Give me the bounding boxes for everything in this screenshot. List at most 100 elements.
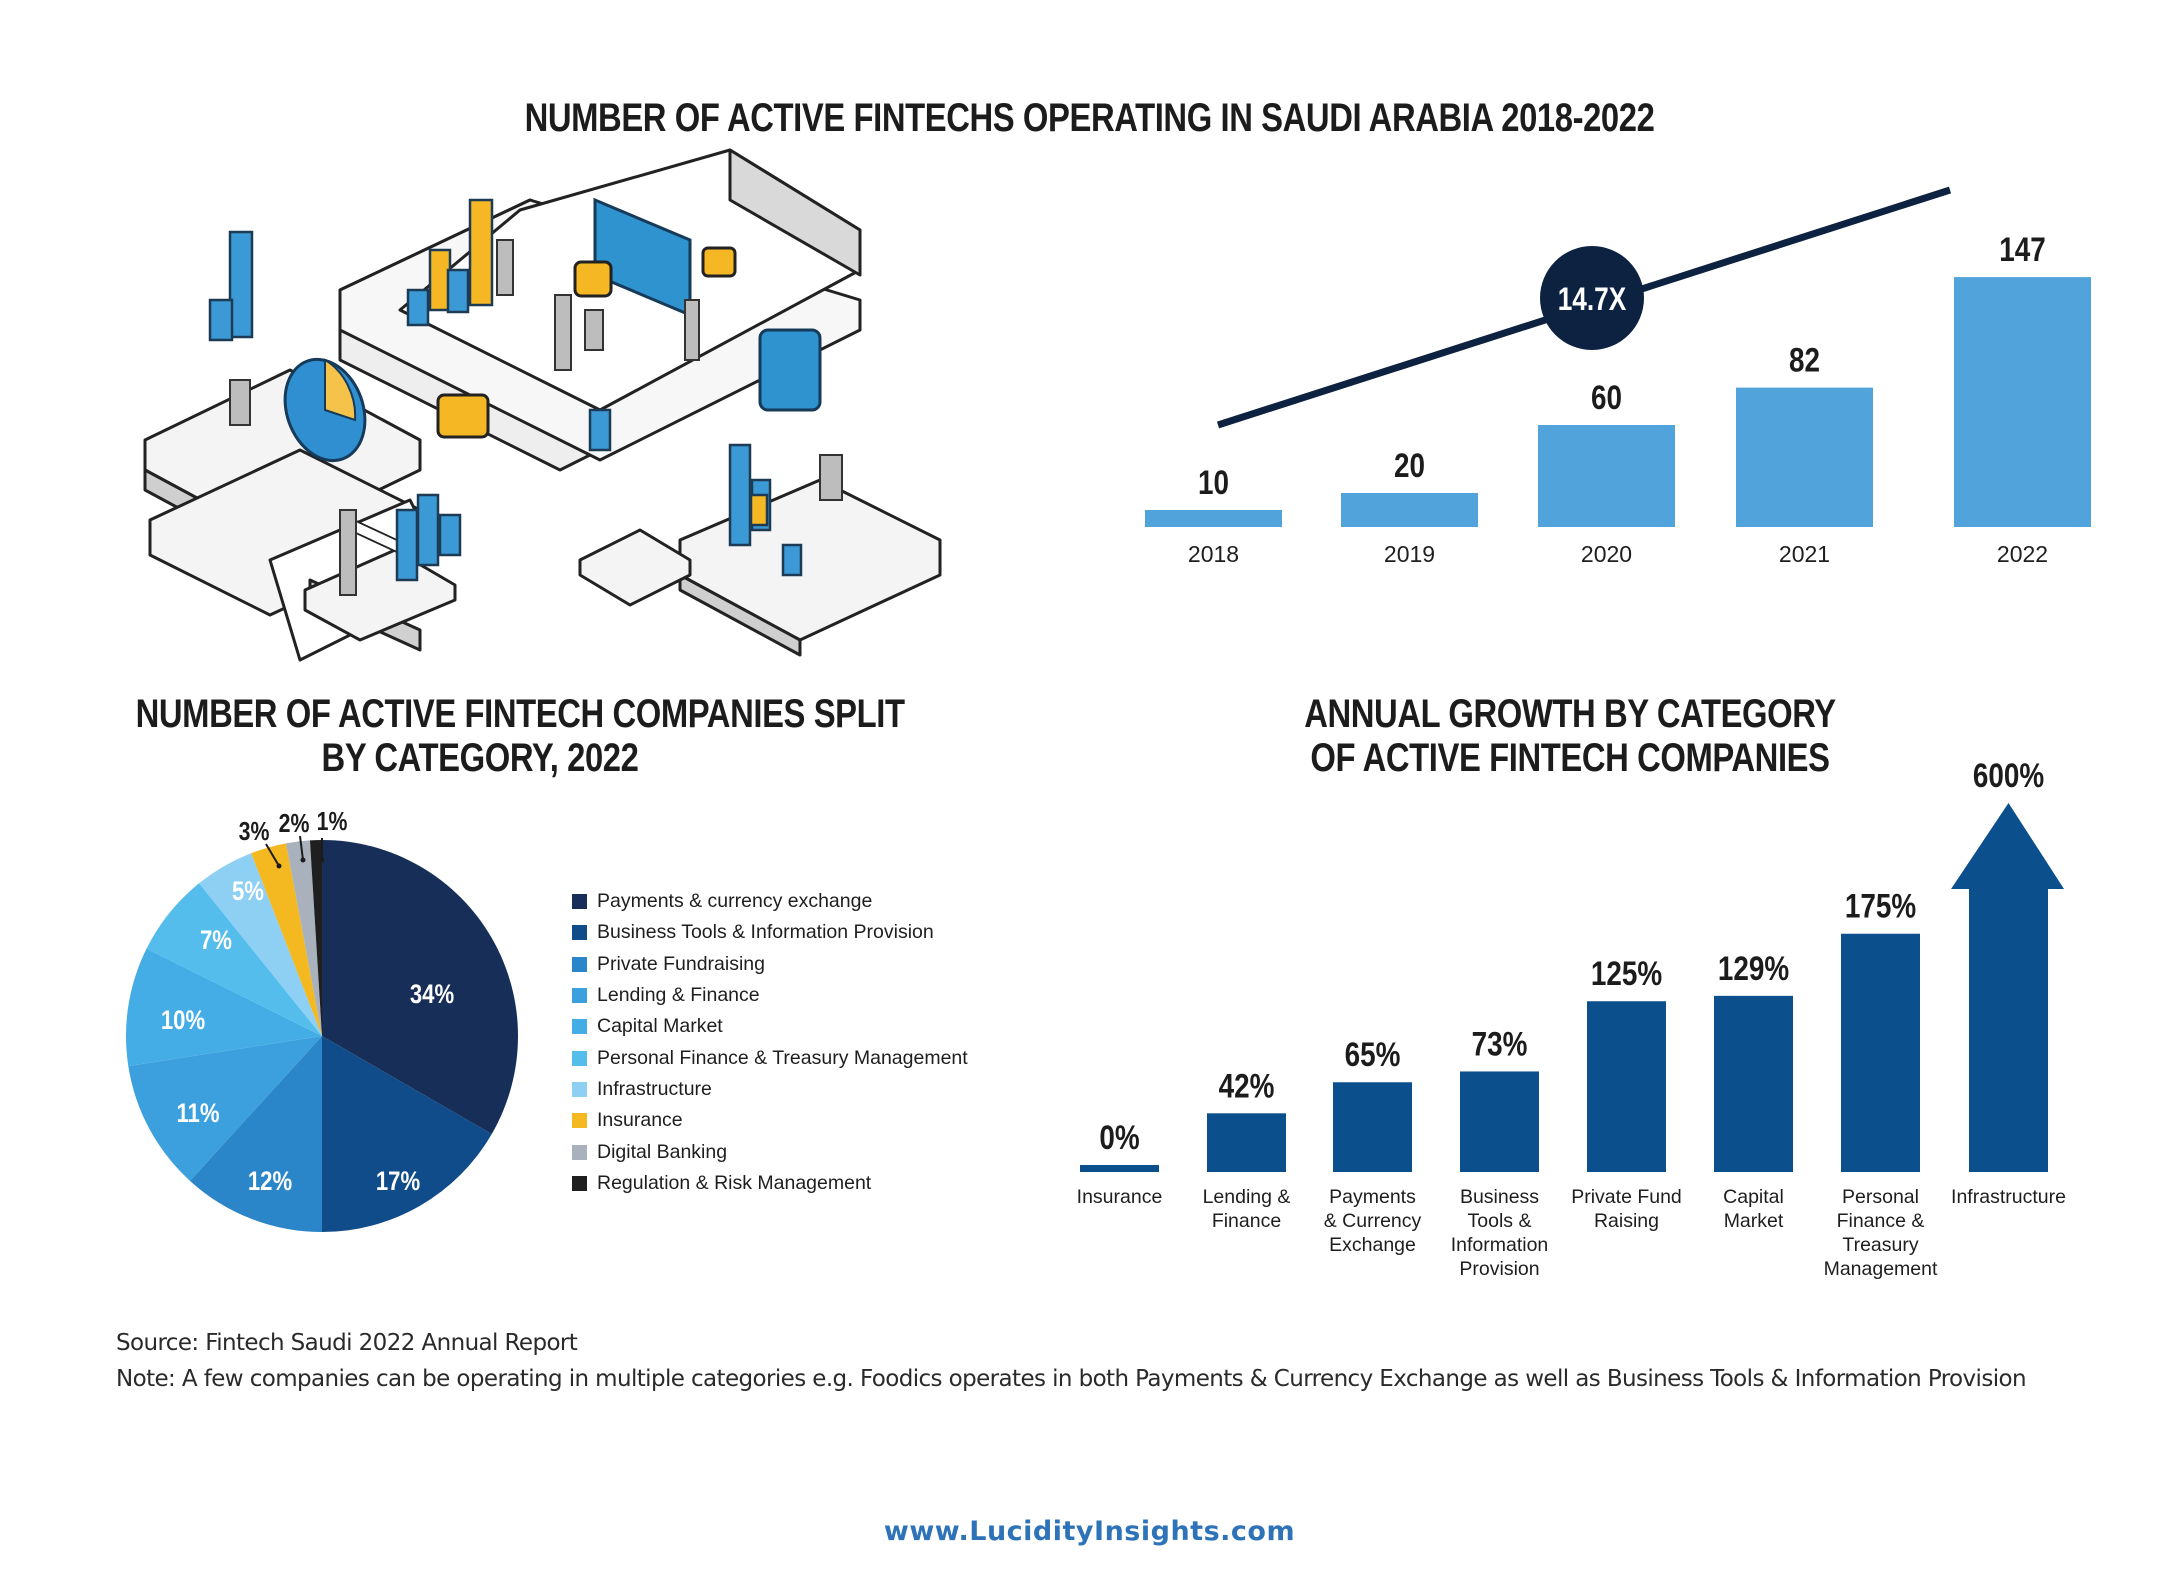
- growth-bar: [1080, 1165, 1159, 1172]
- growth-category-label: Lending &: [1203, 1186, 1291, 1208]
- legend-item: Digital Banking: [572, 1136, 968, 1167]
- growth-title-line2: OF ACTIVE FINTECH COMPANIES: [1310, 736, 1830, 780]
- pie-slice-label: 34%: [410, 980, 454, 1010]
- bar-value-label: 82: [1789, 341, 1820, 379]
- growth-category-label: Capital: [1723, 1186, 1784, 1208]
- pie-chart-title: NUMBER OF ACTIVE FINTECH COMPANIES SPLIT…: [135, 692, 905, 780]
- legend-swatch: [572, 956, 587, 972]
- legend-label: Payments & currency exchange: [597, 890, 873, 913]
- growth-value-label: 129%: [1718, 949, 1789, 987]
- bar-value-label: 147: [1999, 230, 2046, 268]
- pie-slice-label: 10%: [161, 1006, 205, 1036]
- legend-item: Lending & Finance: [572, 980, 968, 1011]
- legend-swatch: [572, 988, 587, 1004]
- pie-title-line1: NUMBER OF ACTIVE FINTECH COMPANIES SPLIT: [135, 692, 905, 736]
- growth-value-label: 73%: [1472, 1025, 1528, 1063]
- bar-2022: [1954, 277, 2091, 527]
- legend-item: Private Fundraising: [572, 949, 968, 980]
- bar-2021: [1736, 387, 1873, 527]
- pie-slice-label: 11%: [176, 1099, 219, 1129]
- footnote: Note: A few companies can be operating i…: [116, 1366, 2027, 1392]
- main-title: NUMBER OF ACTIVE FINTECHS OPERATING IN S…: [524, 96, 1655, 140]
- legend-swatch: [572, 1144, 587, 1160]
- pie-outside-label: 1%: [317, 807, 348, 837]
- growth-bar: [1333, 1082, 1412, 1172]
- growth-category-label: Information: [1451, 1234, 1549, 1256]
- pie-slice: [199, 853, 322, 1036]
- growth-category-label: Management: [1824, 1258, 1938, 1280]
- growth-multiplier-badge: [1540, 246, 1644, 350]
- pie-outside-label: 3%: [239, 817, 270, 847]
- growth-bar: [1460, 1071, 1539, 1172]
- growth-value-label: 65%: [1345, 1036, 1401, 1074]
- legend-item: Business Tools & Information Provision: [572, 917, 968, 948]
- pie-slice: [322, 1036, 492, 1232]
- bar-value-label: 20: [1394, 446, 1425, 484]
- pie-slice: [189, 1036, 322, 1232]
- legend-item: Payments & currency exchange: [572, 886, 968, 917]
- growth-title-line1: ANNUAL GROWTH BY CATEGORY: [1304, 692, 1836, 736]
- legend-label: Infrastructure: [597, 1077, 712, 1100]
- legend-label: Regulation & Risk Management: [597, 1171, 872, 1194]
- pie-slice: [128, 1036, 322, 1181]
- growth-value-label: 125%: [1591, 955, 1662, 993]
- growth-chart-title: ANNUAL GROWTH BY CATEGORY OF ACTIVE FINT…: [1299, 692, 1840, 780]
- legend-label: Capital Market: [597, 1015, 723, 1038]
- legend-swatch: [572, 894, 587, 910]
- growth-category-label: Treasury: [1842, 1234, 1918, 1256]
- growth-category-label: Finance: [1212, 1210, 1281, 1232]
- legend-swatch: [572, 1019, 587, 1035]
- growth-category-label: Raising: [1594, 1210, 1659, 1232]
- growth-bar: [1207, 1113, 1286, 1172]
- growth-arrow-bar: [1951, 803, 2064, 1172]
- pie-title-line2: BY CATEGORY, 2022: [321, 736, 639, 780]
- leader-line: [265, 843, 280, 867]
- pie-slice: [309, 840, 322, 1036]
- growth-category-label: Personal: [1842, 1186, 1919, 1208]
- bar-2019: [1341, 493, 1478, 527]
- leader-dot: [300, 857, 306, 863]
- growth-category-label: Payments: [1329, 1186, 1416, 1208]
- growth-category-label: Business: [1460, 1186, 1539, 1208]
- growth-bar: [1714, 995, 1793, 1172]
- pie-slice-label: 5%: [232, 877, 264, 907]
- growth-category-label: Private Fund: [1571, 1186, 1682, 1208]
- year-tick-label: 2018: [1188, 541, 1239, 567]
- pie-slice-label: 7%: [200, 926, 232, 956]
- website-link[interactable]: www.LucidityInsights.com: [883, 1516, 1296, 1547]
- growth-category-label: Exchange: [1329, 1234, 1416, 1256]
- growth-multiplier-label: 14.7X: [1558, 283, 1627, 318]
- legend-label: Digital Banking: [597, 1140, 728, 1163]
- legend-item: Infrastructure: [572, 1074, 968, 1105]
- growth-value-label: 0%: [1099, 1118, 1139, 1156]
- growth-bar: [1587, 1001, 1666, 1172]
- bar-value-label: 10: [1198, 463, 1229, 501]
- legend-item: Personal Finance & Treasury Management: [572, 1042, 968, 1073]
- legend-label: Insurance: [597, 1109, 683, 1132]
- growth-category-label: Infrastructure: [1951, 1186, 2066, 1208]
- bar-2018: [1145, 510, 1282, 527]
- legend-swatch: [572, 1081, 587, 1097]
- bar-value-label: 60: [1591, 378, 1622, 416]
- growth-value-label: 600%: [1973, 756, 2044, 794]
- growth-category-label: Market: [1724, 1210, 1784, 1232]
- pie-slice: [125, 948, 322, 1067]
- year-tick-label: 2020: [1581, 541, 1632, 567]
- leader-dot: [319, 857, 325, 863]
- legend-item: Regulation & Risk Management: [572, 1168, 968, 1199]
- growth-value-label: 175%: [1845, 887, 1916, 925]
- pie-legend: Payments & currency exchange Business Too…: [572, 886, 968, 1199]
- legend-swatch: [572, 1050, 587, 1066]
- growth-category-label: Insurance: [1077, 1186, 1163, 1208]
- growth-category-label: Provision: [1459, 1258, 1539, 1280]
- year-tick-label: 2022: [1997, 541, 2048, 567]
- legend-item: Capital Market: [572, 1011, 968, 1042]
- pie-slice: [251, 843, 322, 1036]
- pie-slice-label: 12%: [248, 1167, 292, 1197]
- source-note: Source: Fintech Saudi 2022 Annual Report: [116, 1330, 578, 1356]
- year-tick-label: 2021: [1779, 541, 1830, 567]
- legend-label: Business Tools & Information Provision: [597, 921, 934, 944]
- pie-slice: [322, 840, 518, 1134]
- leader-dot: [276, 863, 282, 869]
